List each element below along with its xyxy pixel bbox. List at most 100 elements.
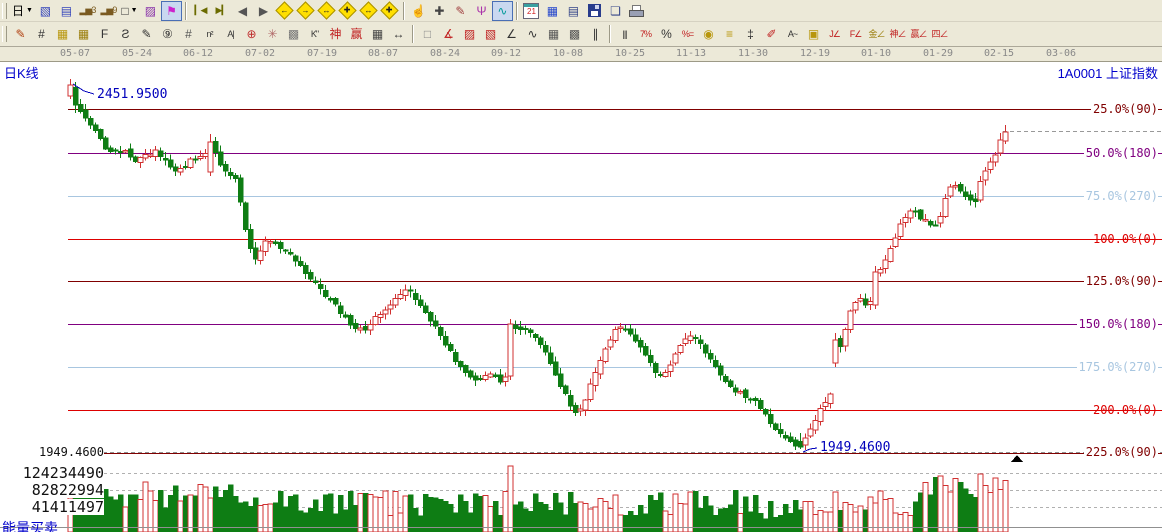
dropdown-arrow-icon: ▼ [26, 7, 33, 14]
expand-horizontal-icon[interactable]: ↔ [358, 1, 379, 21]
parallel-lines-icon-glyph: ∥ [592, 27, 599, 41]
flag-marker-icon[interactable]: ⚑ [160, 0, 182, 21]
win-tool-icon[interactable]: 赢 [346, 24, 367, 44]
gann-fan-icon[interactable]: ∡ [438, 24, 459, 44]
bars-9-icon[interactable]: ▂▅9 [98, 1, 119, 21]
updown-measure-icon[interactable]: ‡ [740, 24, 761, 44]
pointer-edit-icon[interactable]: ✎ [450, 1, 471, 21]
bars-3-icon[interactable]: ▂▅3 [77, 1, 98, 21]
target-circle-icon-glyph: ⊕ [246, 27, 257, 41]
curve-line-icon-glyph: ∿ [497, 3, 508, 18]
j-angle-icon[interactable]: J∠ [824, 24, 845, 44]
high-price-annotation: 2451.9500 [97, 87, 168, 102]
wave-a-icon[interactable]: A~ [782, 24, 803, 44]
web-box-icon-glyph: ▩ [287, 27, 300, 41]
diamond-shape: ✚ [338, 1, 357, 20]
prev-page-icon-glyph: ◀ [237, 3, 248, 18]
diamond-shape: ↔ [359, 1, 378, 20]
pen-grid-tool-icon-glyph: ✎ [141, 27, 152, 41]
date-tick-label: 07-02 [244, 48, 276, 59]
crosshair-icon[interactable]: ✚ [429, 1, 450, 21]
overlay-chart-icon[interactable]: ▧ [35, 1, 56, 21]
period-selector-button[interactable]: 日 ▼ [10, 1, 35, 21]
gold-grid-a-icon[interactable]: ▦ [52, 24, 73, 44]
shen-angle-icon-glyph: 神∠ [889, 28, 906, 39]
k-quote-tool-icon[interactable]: K" [304, 24, 325, 44]
web-box-icon[interactable]: ▩ [283, 24, 304, 44]
circle-9-tool-icon[interactable]: ⑨ [157, 24, 178, 44]
last-page-icon[interactable]: ▶▎ [211, 1, 232, 21]
gold-box-icon[interactable]: ▣ [803, 24, 824, 44]
date-tick-label: 03-06 [1045, 48, 1077, 59]
calculator-icon[interactable]: ▦ [542, 1, 563, 21]
toolbar-drawing: ✎ # ▦ ▦ F Ƨ ✎ ⑨ # n² A| ⊕ ✳ ▩ K" 神赢 ▦ ↔ □ ∡ ▨ ▧ ∠ ∿ ▦ ▩ ∥ ||| 7%% %= ◉… [0, 22, 1162, 47]
gold-grid-b-icon-glyph: ▦ [77, 27, 90, 41]
grid-123-icon[interactable]: ▦ [367, 24, 388, 44]
candle-style-button[interactable]: □ ▼ [119, 1, 140, 21]
date-tick-label: 11-30 [737, 48, 769, 59]
bow-tool-icon[interactable]: Ƨ [115, 24, 136, 44]
cycle-lines-icon[interactable]: ||| [614, 24, 635, 44]
zoom-fit-icon[interactable]: ✚ [337, 1, 358, 21]
fan-box-a-icon[interactable]: ▨ [459, 24, 480, 44]
pen-grid-tool-icon[interactable]: ✎ [136, 24, 157, 44]
toolbar-grip [2, 2, 7, 19]
channel-tool-icon[interactable]: □ [417, 24, 438, 44]
gold-grid-b-icon[interactable]: ▦ [73, 24, 94, 44]
percent-7-icon[interactable]: 7% [635, 24, 656, 44]
four-angle-icon[interactable]: 四∠ [929, 24, 950, 44]
scroll-left-icon[interactable]: ← [274, 1, 295, 21]
grid-dark-b-icon[interactable]: ▩ [564, 24, 585, 44]
shen-tool-icon[interactable]: 神 [325, 24, 346, 44]
notes-icon[interactable]: ▤ [563, 1, 584, 21]
prev-page-icon[interactable]: ◀ [232, 1, 253, 21]
first-page-icon-glyph: ▎◀ [194, 5, 208, 15]
pan-hand-icon[interactable]: ☝ [408, 1, 429, 21]
next-page-icon[interactable]: ▶ [253, 1, 274, 21]
grid-dark-a-icon-glyph: ▦ [547, 27, 560, 41]
gold-circle-icon[interactable]: ◉ [698, 24, 719, 44]
gold-lines-icon[interactable]: ≡ [719, 24, 740, 44]
first-page-icon[interactable]: ▎◀ [190, 1, 211, 21]
f-grid-tool-icon[interactable]: F [94, 24, 115, 44]
gold-angle-icon-glyph: 金∠ [868, 28, 885, 39]
win-angle-icon[interactable]: 赢∠ [908, 24, 929, 44]
info-panel-icon[interactable]: ▤ [56, 1, 77, 21]
angle-a-tool-icon[interactable]: A| [220, 24, 241, 44]
n-square-tool-icon[interactable]: n² [199, 24, 220, 44]
pattern-chart-icon-glyph: ▨ [144, 3, 157, 18]
speed-line-icon[interactable]: ∠ [501, 24, 522, 44]
dense-grid-tool-icon[interactable]: # [178, 24, 199, 44]
fan-box-b-icon[interactable]: ▧ [480, 24, 501, 44]
save-icon[interactable] [584, 1, 605, 21]
target-circle-icon[interactable]: ⊕ [241, 24, 262, 44]
scroll-right-icon[interactable]: → [295, 1, 316, 21]
pointer-edit-icon-glyph: ✎ [455, 3, 466, 18]
grid-tool-icon[interactable]: # [31, 24, 52, 44]
print-icon[interactable] [626, 1, 647, 21]
compress-horizontal-icon[interactable]: ↔ [316, 1, 337, 21]
red-wedge-icon[interactable]: ✐ [761, 24, 782, 44]
angle-a-tool-icon-glyph: A| [227, 28, 234, 39]
date-tick-label: 10-08 [552, 48, 584, 59]
export-image-icon[interactable]: ❏ [605, 1, 626, 21]
expand-all-icon[interactable]: ✚ [379, 1, 400, 21]
grid-dark-a-icon[interactable]: ▦ [543, 24, 564, 44]
gold-angle-icon[interactable]: 金∠ [866, 24, 887, 44]
percent-eq-icon[interactable]: %= [677, 24, 698, 44]
chart-area[interactable] [0, 47, 1162, 532]
gold-grid-a-icon-glyph: ▦ [56, 27, 69, 41]
pattern-chart-icon[interactable]: ▨ [140, 1, 161, 21]
brush-tool-icon[interactable]: ✎ [10, 24, 31, 44]
shen-angle-icon[interactable]: 神∠ [887, 24, 908, 44]
calendar-icon[interactable]: 21 [521, 1, 542, 21]
width-measure-icon[interactable]: ↔ [388, 24, 409, 44]
curve-line-icon[interactable]: ∿ [491, 0, 513, 21]
marker-tool-icon[interactable]: Ψ [471, 1, 492, 21]
spider-web-icon[interactable]: ✳ [262, 24, 283, 44]
parallel-lines-icon[interactable]: ∥ [585, 24, 606, 44]
zigzag-tool-icon[interactable]: ∿ [522, 24, 543, 44]
f-angle-icon[interactable]: F∠ [845, 24, 866, 44]
percent-icon[interactable]: % [656, 24, 677, 44]
